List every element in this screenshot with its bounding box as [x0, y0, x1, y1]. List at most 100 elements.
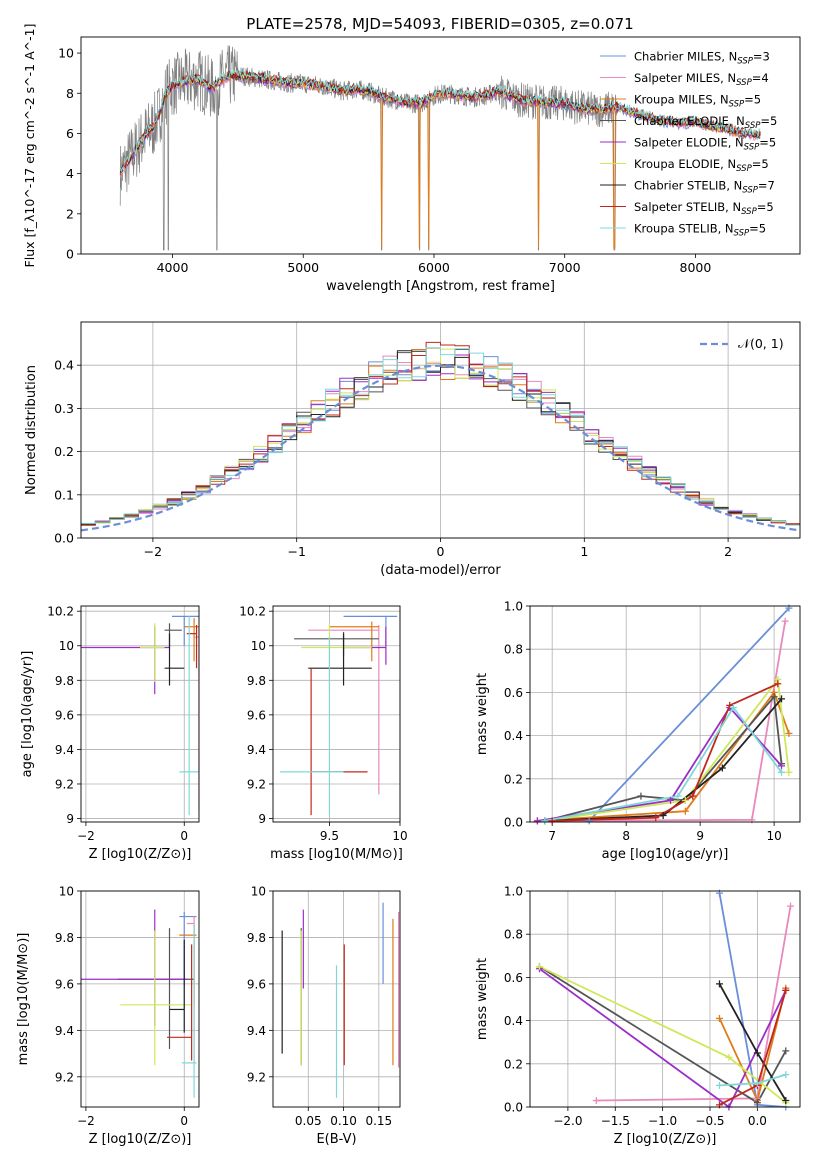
legend-label-reference: 𝒩(0, 1)	[738, 336, 784, 351]
x-tick-label: 10	[392, 829, 407, 843]
weight-point-3-1	[753, 1099, 761, 1107]
y-tick-label: 0.4	[504, 1014, 523, 1028]
legend-label-7: Salpeter STELIB, NSSP=5	[634, 200, 774, 217]
y-tick-label: 8	[66, 86, 74, 101]
weight-point-6-2	[718, 764, 726, 772]
x-axis-label: wavelength [Angstrom, rest frame]	[326, 279, 555, 294]
y-tick-label: 0.2	[54, 444, 74, 459]
weight-line-6	[544, 698, 783, 822]
x-tick-label: −2	[77, 829, 95, 843]
weight-line-8	[544, 705, 783, 822]
weight-line-0	[718, 893, 786, 1107]
y-axis-label: mass weight	[475, 958, 490, 1040]
histogram-step-8	[81, 347, 800, 526]
y-axis-label: age [log10(age/yr)]	[20, 651, 35, 778]
x-tick-label: 4000	[157, 260, 189, 275]
weight-point-1-0	[592, 1097, 600, 1105]
weight-point-1-2	[787, 902, 795, 910]
weight-point-3-2	[782, 1047, 790, 1055]
x-tick-label: 0.15	[365, 1114, 392, 1128]
axes-frame	[80, 36, 801, 255]
weight-point-1-2	[781, 617, 789, 625]
plot-area	[81, 909, 197, 1098]
y-tick-label: 9.4	[247, 1024, 266, 1038]
y-tick-label: 0	[66, 247, 74, 262]
legend-text: Salpeter MILES, N	[634, 71, 736, 85]
x-tick-label: 0	[437, 544, 445, 559]
y-tick-label: 10	[59, 885, 74, 899]
legend-label-4: Salpeter ELODIE, NSSP=5	[634, 136, 776, 153]
weight-line-4	[538, 968, 787, 1107]
legend-subscript: SSP	[736, 78, 752, 88]
plot-area	[537, 607, 790, 822]
x-tick-label: 0.10	[330, 1114, 357, 1128]
weight-line-1	[552, 620, 787, 822]
legend-text: Chabrier STELIB, N	[634, 179, 742, 193]
y-tick-label: 0.6	[504, 971, 523, 985]
y-tick-label: 10.2	[47, 605, 74, 619]
y-tick-label: 9	[258, 812, 266, 826]
x-axis-label: Z [log10(Z/Z⊙)]	[89, 1132, 192, 1147]
legend-subscript: SSP	[741, 207, 757, 217]
weight-point-4-0	[533, 817, 541, 825]
x-tick-label: −2	[144, 544, 162, 559]
x-axis-label: age [log10(age/yr)]	[602, 847, 729, 862]
y-tick-label: 0.4	[54, 358, 74, 373]
legend-tail: =5	[749, 222, 766, 236]
legend-tail: =5	[744, 93, 761, 107]
weight-point-2-1	[681, 807, 689, 815]
model-fit-line-8	[119, 68, 761, 173]
weight-point-6-3	[778, 695, 786, 703]
y-tick-label: 9.4	[247, 743, 266, 757]
x-tick-label: 10	[766, 829, 781, 843]
mass-vs-EBV-panel: 0.05 0.10 0.15 9.2 9.4 9.6 9.8 10 E(B-V)	[247, 885, 401, 1147]
legend-subscript: SSP	[745, 121, 761, 131]
y-tick-label: 0.8	[504, 643, 523, 657]
legend-label-1: Salpeter MILES, NSSP=4	[634, 71, 769, 88]
weight-line-0	[588, 607, 790, 822]
weight-point-8-0	[541, 817, 549, 825]
axes-frame	[529, 890, 801, 1108]
y-tick-label: 10	[58, 46, 74, 61]
legend-label-0: Chabrier MILES, NSSP=3	[634, 50, 770, 67]
weight-line-5	[544, 677, 790, 822]
axes-frame	[272, 890, 401, 1108]
y-tick-label: 6	[66, 126, 74, 141]
y-tick-label: 9.6	[247, 708, 266, 722]
x-tick-label: 0	[180, 829, 188, 843]
legend-label-8: Kroupa STELIB, NSSP=5	[634, 222, 766, 239]
weight-point-6-2	[782, 1097, 790, 1105]
y-tick-label: 10	[251, 885, 266, 899]
y-tick-label: 9.8	[55, 674, 74, 688]
x-tick-label: 1	[580, 544, 588, 559]
age-vs-Z-panel: −2 0 9 9.2 9.4 9.6 9.8 10 10.2 Z [log10(Z/Z⊙)] age…	[20, 605, 200, 862]
weight-point-5-1	[681, 796, 689, 804]
y-tick-label: 9.6	[247, 977, 266, 991]
legend-tail: =3	[753, 50, 770, 64]
y-axis-label: Flux [f_λ10^-17 erg cm^-2 s^-1 A^-1]	[22, 24, 37, 268]
legend-tail: =7	[758, 179, 775, 193]
y-tick-label: 9	[66, 812, 74, 826]
y-tick-label: 9.4	[55, 743, 74, 757]
y-tick-label: 9.8	[247, 931, 266, 945]
x-tick-label: 7	[548, 829, 556, 843]
y-tick-label: 1.0	[504, 885, 523, 899]
plot-area	[281, 902, 400, 1098]
x-tick-label: 9.5	[320, 829, 339, 843]
y-tick-label: 0.6	[504, 686, 523, 700]
weight-point-6-0	[715, 980, 723, 988]
x-tick-label: −1	[287, 544, 305, 559]
histogram-step-7	[81, 341, 800, 526]
weight-point-6-1	[753, 1049, 761, 1057]
weight-point-7-2	[689, 792, 697, 800]
weight-point-5-0	[535, 963, 543, 971]
weight-point-4-3	[778, 762, 786, 770]
weight-point-3-1	[637, 792, 645, 800]
x-tick-label: −0.5	[695, 1114, 724, 1128]
x-axis-label: Z [log10(Z/Z⊙)]	[89, 847, 192, 862]
x-tick-label: −2.0	[553, 1114, 582, 1128]
axes-frame	[80, 605, 200, 823]
legend-tail: =5	[759, 136, 776, 150]
x-tick-label: 5000	[287, 260, 319, 275]
weight-point-5-3	[785, 768, 793, 776]
